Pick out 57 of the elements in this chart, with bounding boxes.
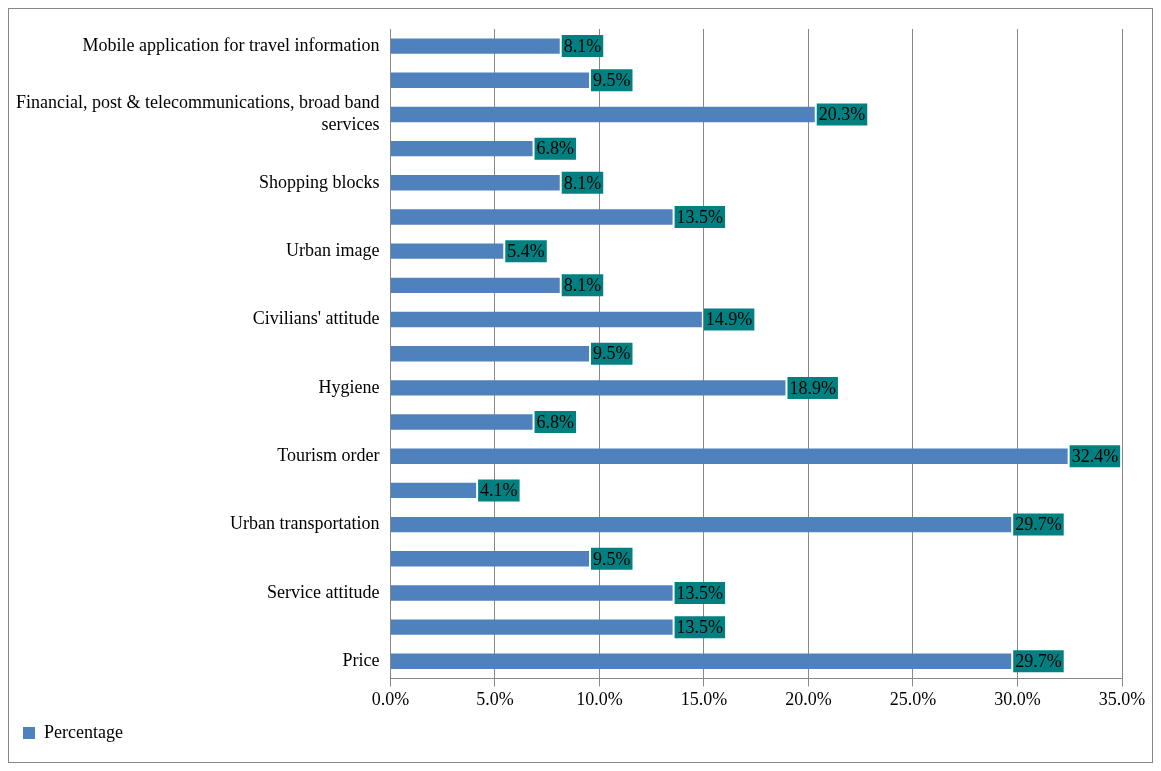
bar	[390, 346, 589, 362]
bar	[390, 448, 1068, 464]
x-tick-label: 20.0%	[785, 688, 832, 709]
data-label: 6.8%	[536, 138, 575, 159]
data-label: 9.5%	[592, 343, 631, 364]
data-label: 29.7%	[1015, 514, 1062, 535]
bar	[390, 414, 533, 430]
x-tick-label: 10.0%	[576, 688, 623, 709]
y-tick-label: Mobile application for travel information	[82, 34, 380, 55]
bar	[390, 277, 560, 294]
bar	[390, 209, 673, 225]
data-label: 13.5%	[676, 616, 724, 637]
y-tick-label: Urban transportation	[229, 513, 380, 534]
legend-label: Percentage	[44, 721, 123, 742]
bar	[390, 140, 533, 157]
data-label: 9.5%	[592, 548, 631, 569]
x-tick-label: 5.0%	[476, 688, 514, 709]
data-label: 13.5%	[676, 206, 724, 227]
y-tick-label: Hygiene	[318, 376, 380, 397]
data-label: 13.5%	[676, 582, 724, 603]
bar	[390, 38, 560, 54]
bar	[390, 106, 815, 123]
x-tick-label: 25.0%	[889, 688, 937, 709]
data-label: 6.8%	[536, 411, 575, 432]
bar	[390, 380, 786, 396]
bar	[390, 653, 1012, 669]
y-tick-label: Urban image	[285, 239, 380, 260]
data-label: 9.5%	[592, 70, 631, 90]
bar	[390, 619, 673, 635]
data-label: 8.1%	[563, 35, 602, 56]
x-tick-label: 15.0%	[680, 688, 728, 709]
x-tick-label: 0.0%	[371, 688, 410, 709]
y-tick-label: Service attitude	[266, 581, 380, 602]
data-label: 5.4%	[507, 240, 545, 261]
bar	[390, 551, 589, 567]
data-label: 32.4%	[1071, 445, 1119, 466]
y-tick-label: Financial, post & telecommunications, broad band services	[16, 92, 380, 134]
data-label: 8.1%	[563, 172, 602, 193]
y-tick-label: Shopping blocks	[258, 171, 380, 192]
bar	[390, 482, 477, 499]
y-tick-label: Price	[342, 650, 380, 671]
data-label: 8.1%	[563, 275, 602, 296]
x-tick-label: 30.0%	[994, 688, 1041, 709]
bar	[390, 585, 673, 601]
bar	[390, 516, 1012, 533]
y-tick-label: Tourism order	[277, 444, 380, 465]
bar	[390, 72, 589, 88]
data-label: 20.3%	[818, 104, 866, 125]
data-label: 14.9%	[705, 309, 753, 330]
bar	[390, 311, 702, 328]
data-label: 4.1%	[480, 480, 518, 501]
y-tick-label: Civilians' attitude	[252, 308, 380, 329]
data-label: 29.7%	[1015, 651, 1062, 672]
bar	[390, 243, 504, 259]
x-tick-label: 35.0%	[1098, 688, 1146, 709]
data-label: 18.9%	[789, 377, 836, 398]
bar	[390, 175, 560, 191]
